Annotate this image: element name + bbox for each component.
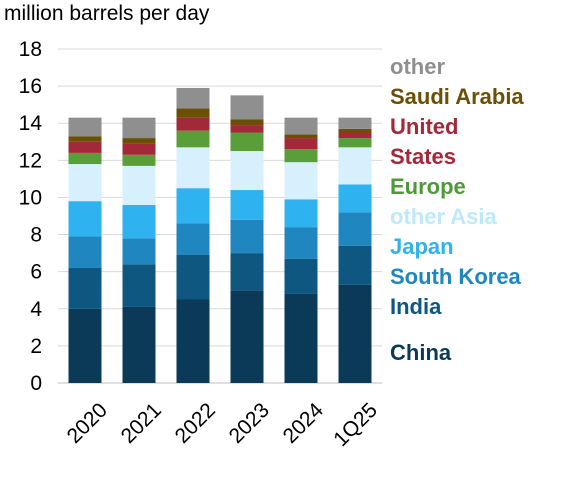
legend-entry-india: India <box>390 294 442 319</box>
bar-segment-saudi-arabia <box>122 138 156 144</box>
bar-segment-south-korea <box>176 223 210 255</box>
bar-segment-other-asia <box>338 147 372 185</box>
bar-segment-china <box>338 284 372 383</box>
bar-segment-japan <box>230 190 264 220</box>
bar-segment-south-korea <box>122 238 156 265</box>
bar-segment-saudi-arabia <box>68 136 102 142</box>
bar-segment-other-asia <box>176 147 210 189</box>
legend-entry-united-states: States <box>390 144 456 169</box>
y-tick-label: 2 <box>30 335 42 358</box>
x-tick-label: 2024 <box>279 398 329 448</box>
bar-segment-japan <box>68 201 102 237</box>
bar-segment-china <box>176 299 210 383</box>
bar-segment-united-states <box>68 141 102 153</box>
bar-segment-south-korea <box>230 219 264 254</box>
x-tick-label: 1Q25 <box>329 399 382 452</box>
x-axis-ticks: 2020 2021 2022 2023 2024 1Q25 <box>63 398 382 451</box>
bar-segment-india <box>122 264 156 307</box>
bar-segment-saudi-arabia <box>230 119 264 126</box>
bar-segment-other <box>176 87 210 109</box>
legend-entry-europe: Europe <box>390 174 466 199</box>
bar-segment-other-asia <box>230 151 264 191</box>
bar-segment-china <box>230 290 264 383</box>
bars <box>68 87 372 383</box>
bar-segment-other-asia <box>284 162 318 200</box>
bar-segment-india <box>230 253 264 291</box>
y-tick-label: 8 <box>30 224 42 247</box>
bar-segment-other <box>230 95 264 120</box>
bar-segment-united-states <box>230 125 264 133</box>
bar-segment-other <box>338 117 372 129</box>
y-tick-label: 6 <box>30 261 42 284</box>
x-tick-label: 2023 <box>225 399 274 448</box>
bar-segment-south-korea <box>338 212 372 246</box>
bar-segment-united-states <box>338 132 372 139</box>
bar-segment-india <box>284 258 318 294</box>
bar-segment-united-states <box>284 138 318 150</box>
legend-entry-other-asia: other Asia <box>390 204 498 229</box>
bar-segment-other <box>122 117 156 139</box>
bar-segment-other <box>284 117 318 135</box>
bar-segment-united-states <box>122 143 156 155</box>
bar-segment-south-korea <box>284 227 318 259</box>
legend-entry-japan: Japan <box>390 234 454 259</box>
bar-segment-china <box>284 293 318 383</box>
bar-segment-india <box>176 254 210 300</box>
legend-entry-china: China <box>390 340 452 365</box>
legend-entry-united-states: United <box>390 114 458 139</box>
bar-segment-japan <box>122 204 156 239</box>
bar-segment-other-asia <box>68 164 102 202</box>
bar-segment-india <box>338 245 372 285</box>
x-tick-label: 2022 <box>171 399 220 448</box>
bar-segment-other <box>68 117 102 137</box>
bar-segment-saudi-arabia <box>176 108 210 118</box>
bar-segment-japan <box>338 184 372 213</box>
bar-segment-europe <box>176 130 210 148</box>
bar-segment-europe <box>122 154 156 166</box>
y-tick-label: 18 <box>19 38 42 61</box>
gridlines <box>58 48 382 384</box>
legend-entry-south-korea: South Korea <box>390 264 522 289</box>
bar-segment-other-asia <box>122 165 156 205</box>
y-tick-label: 16 <box>19 75 42 98</box>
y-tick-label: 10 <box>19 186 42 209</box>
y-tick-label: 4 <box>30 298 42 321</box>
bar-segment-china <box>68 308 102 383</box>
bar-segment-south-korea <box>68 236 102 268</box>
bar-segment-india <box>68 267 102 309</box>
bar-segment-europe <box>338 138 372 148</box>
x-tick-label: 2020 <box>63 399 112 448</box>
bar-segment-europe <box>230 132 264 152</box>
bar-segment-japan <box>284 199 318 228</box>
bar-segment-saudi-arabia <box>338 128 372 133</box>
legend: other Saudi Arabia United States Europe other… <box>390 54 524 365</box>
y-axis-label: million barrels per day <box>4 2 210 25</box>
y-axis-ticks: 0 2 4 6 8 10 12 14 16 18 <box>19 38 43 395</box>
y-tick-label: 14 <box>19 112 43 135</box>
bar-segment-japan <box>176 188 210 224</box>
bar-segment-saudi-arabia <box>284 134 318 139</box>
bar-segment-europe <box>284 149 318 163</box>
bar-segment-europe <box>68 152 102 165</box>
bar-segment-united-states <box>176 117 210 131</box>
legend-entry-saudi-arabia: Saudi Arabia <box>390 84 524 109</box>
x-tick-label: 2021 <box>117 399 166 448</box>
y-tick-label: 0 <box>30 372 42 395</box>
bar-segment-china <box>122 306 156 383</box>
y-tick-label: 12 <box>19 149 42 172</box>
legend-entry-other: other <box>390 54 445 79</box>
